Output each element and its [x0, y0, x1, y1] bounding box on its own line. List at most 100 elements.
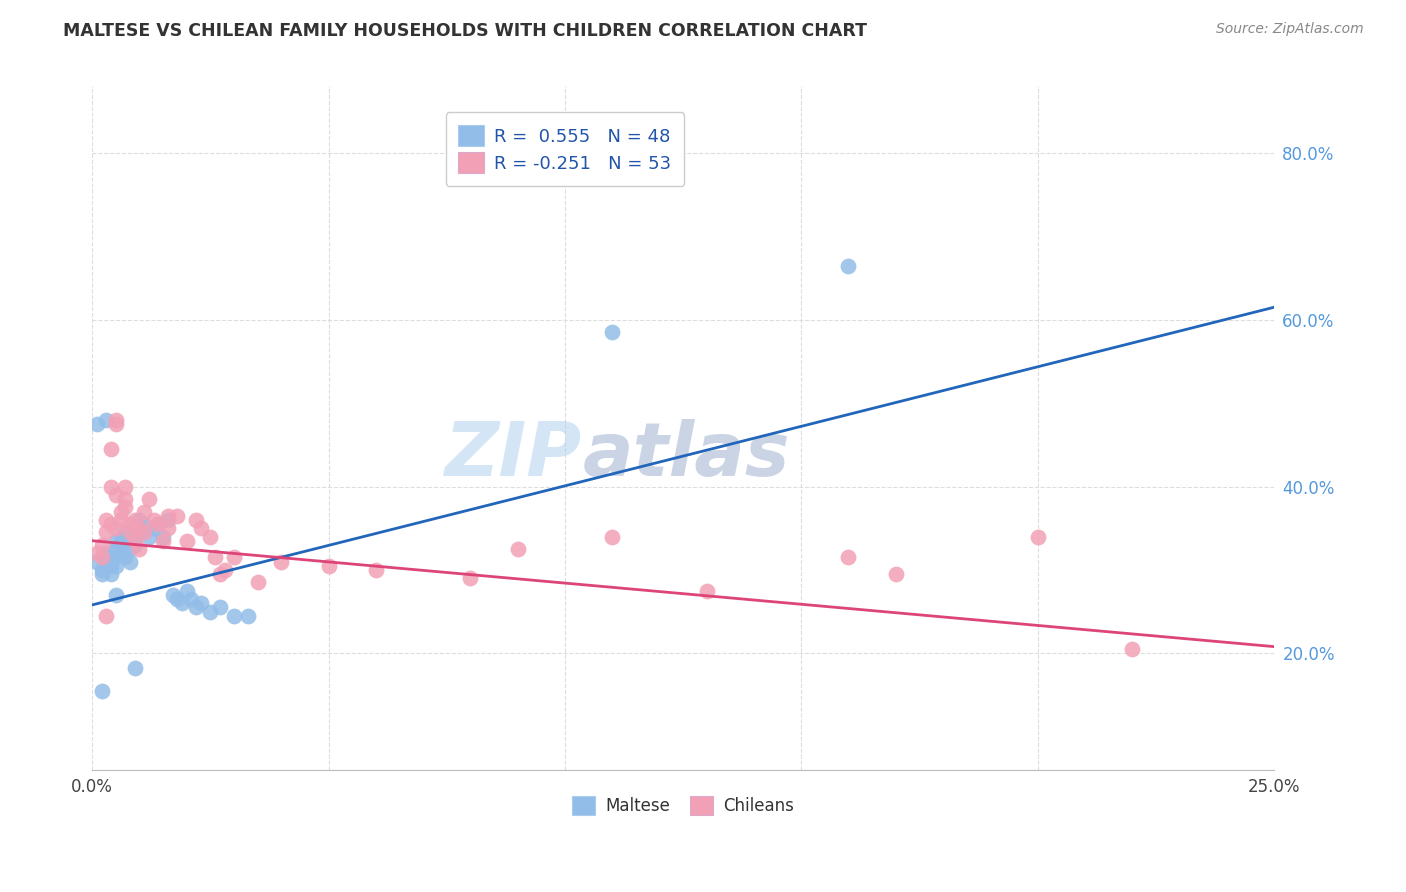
Point	[96, 413, 118, 427]
Point	[110, 538, 132, 552]
Point	[176, 583, 198, 598]
Point	[460, 571, 482, 585]
Point	[100, 479, 122, 493]
Point	[100, 555, 122, 569]
Point	[162, 588, 184, 602]
Point	[124, 513, 146, 527]
Point	[190, 521, 212, 535]
Point	[96, 513, 118, 527]
Point	[364, 563, 387, 577]
Point	[142, 513, 165, 527]
Point	[104, 533, 127, 548]
Point	[100, 517, 122, 532]
Point	[104, 542, 127, 557]
Point	[142, 521, 165, 535]
Point	[128, 513, 150, 527]
Point	[90, 567, 112, 582]
Legend: Maltese, Chileans: Maltese, Chileans	[564, 788, 803, 823]
Point	[110, 504, 132, 518]
Point	[118, 517, 141, 532]
Point	[156, 513, 179, 527]
Point	[176, 533, 198, 548]
Point	[114, 500, 136, 515]
Point	[200, 605, 222, 619]
Point	[208, 600, 231, 615]
Point	[600, 530, 623, 544]
Point	[134, 525, 156, 540]
Point	[100, 442, 122, 456]
Point	[86, 417, 108, 431]
Point	[128, 542, 150, 557]
Point	[118, 525, 141, 540]
Point	[104, 521, 127, 535]
Point	[100, 567, 122, 582]
Point	[104, 417, 127, 431]
Point	[152, 530, 174, 544]
Point	[600, 326, 623, 340]
Point	[208, 567, 231, 582]
Point	[96, 525, 118, 540]
Point	[138, 491, 160, 506]
Point	[134, 517, 156, 532]
Point	[104, 488, 127, 502]
Point	[96, 608, 118, 623]
Point	[118, 555, 141, 569]
Point	[156, 521, 179, 535]
Point	[156, 508, 179, 523]
Point	[86, 546, 108, 560]
Point	[190, 596, 212, 610]
Text: atlas: atlas	[582, 419, 790, 492]
Text: MALTESE VS CHILEAN FAMILY HOUSEHOLDS WITH CHILDREN CORRELATION CHART: MALTESE VS CHILEAN FAMILY HOUSEHOLDS WIT…	[63, 22, 868, 40]
Point	[837, 259, 859, 273]
Point	[204, 550, 226, 565]
Point	[114, 550, 136, 565]
Point	[506, 542, 529, 557]
Point	[104, 413, 127, 427]
Point	[100, 558, 122, 573]
Point	[138, 530, 160, 544]
Point	[104, 588, 127, 602]
Point	[152, 533, 174, 548]
Point	[114, 479, 136, 493]
Point	[128, 525, 150, 540]
Point	[837, 550, 859, 565]
Point	[186, 513, 208, 527]
Point	[90, 538, 112, 552]
Point	[270, 555, 292, 569]
Point	[214, 563, 236, 577]
Point	[166, 508, 188, 523]
Point	[86, 555, 108, 569]
Point	[238, 608, 260, 623]
Point	[114, 533, 136, 548]
Text: Source: ZipAtlas.com: Source: ZipAtlas.com	[1216, 22, 1364, 37]
Point	[110, 530, 132, 544]
Text: ZIP: ZIP	[446, 419, 582, 492]
Point	[884, 567, 907, 582]
Point	[222, 550, 245, 565]
Point	[186, 600, 208, 615]
Point	[118, 530, 141, 544]
Point	[318, 558, 340, 573]
Point	[696, 583, 718, 598]
Point	[110, 546, 132, 560]
Point	[124, 661, 146, 675]
Point	[90, 563, 112, 577]
Point	[114, 525, 136, 540]
Point	[180, 592, 202, 607]
Point	[124, 533, 146, 548]
Point	[166, 592, 188, 607]
Point	[200, 530, 222, 544]
Point	[1121, 642, 1143, 657]
Point	[148, 517, 170, 532]
Point	[118, 542, 141, 557]
Point	[148, 517, 170, 532]
Point	[246, 575, 269, 590]
Point	[128, 521, 150, 535]
Point	[134, 504, 156, 518]
Point	[124, 538, 146, 552]
Y-axis label: Family Households with Children: Family Households with Children	[0, 304, 7, 552]
Point	[110, 513, 132, 527]
Point	[96, 546, 118, 560]
Point	[90, 683, 112, 698]
Point	[1026, 530, 1049, 544]
